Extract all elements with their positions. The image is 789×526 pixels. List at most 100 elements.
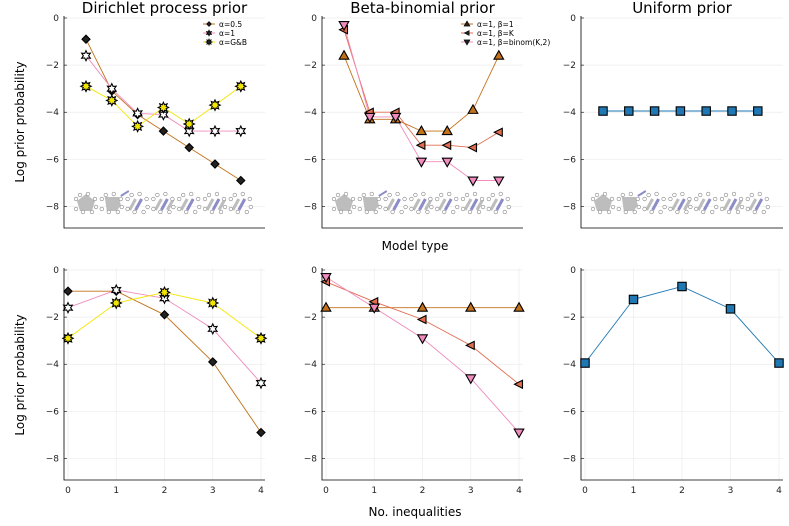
- pictogram-node: [701, 209, 706, 215]
- data-point: [465, 340, 475, 351]
- pictogram-node: [145, 204, 150, 210]
- pictogram-edge: [179, 198, 189, 211]
- y-tick-label: −2: [563, 313, 576, 323]
- pictogram-node: [184, 209, 189, 215]
- pictogram-node: [661, 196, 666, 202]
- data-point: [441, 140, 452, 151]
- data-point: [61, 331, 75, 345]
- model-type-pictogram: [151, 191, 176, 215]
- pictogram-node: [636, 204, 641, 210]
- figure-y-label-top: Log prior probability: [13, 61, 27, 182]
- pictogram-edge: [469, 198, 479, 211]
- x-tick-label: 2: [420, 486, 426, 496]
- y-tick-label: −8: [563, 202, 577, 212]
- pictogram-edge: [489, 198, 499, 211]
- pictogram-node: [479, 196, 485, 202]
- pictogram-node: [738, 196, 744, 202]
- pictogram-node: [506, 204, 511, 210]
- y-tick-label: −6: [46, 155, 60, 165]
- data-point: [416, 314, 427, 325]
- pictogram-node: [351, 204, 357, 210]
- pictogram-node: [383, 196, 388, 202]
- data-point: [649, 106, 660, 116]
- pictogram-node: [232, 192, 237, 198]
- pictogram-node: [247, 196, 252, 202]
- model-type-pictogram: [460, 191, 486, 215]
- data-point: [338, 21, 350, 32]
- pictogram-node: [620, 192, 625, 198]
- pictogram-edge: [645, 198, 654, 211]
- x-tick-label: 4: [258, 486, 264, 496]
- y-tick-label: −8: [304, 454, 318, 464]
- y-tick-label: −6: [304, 407, 318, 417]
- pictogram-node: [460, 206, 466, 212]
- chart-title: Dirichlet process prior: [82, 0, 248, 17]
- data-point: [415, 124, 428, 136]
- pictogram-node: [402, 196, 407, 202]
- legend-label: α=1, β=binom(K,2): [477, 38, 550, 47]
- model-type-pictogram: [668, 191, 693, 215]
- pictogram-node: [719, 196, 725, 202]
- data-point: [110, 283, 122, 297]
- data-point: [364, 112, 376, 124]
- pictogram-node: [163, 191, 168, 197]
- pictogram-edge: [722, 198, 732, 211]
- pictogram-node: [77, 192, 83, 198]
- x-tick-label: 0: [65, 486, 71, 496]
- axis-frame: [321, 268, 523, 481]
- pictogram-node: [654, 191, 659, 197]
- y-tick-label: −8: [46, 202, 60, 212]
- pictogram-shape: [77, 194, 95, 211]
- figure-y-label-bottom: Log prior probability: [13, 314, 27, 435]
- legend-marker: [205, 29, 213, 37]
- pictogram-node: [248, 204, 253, 210]
- axis-frame: [321, 16, 523, 229]
- pictogram-node: [89, 209, 95, 215]
- y-tick-label: −4: [304, 360, 318, 370]
- pictogram-node: [590, 196, 596, 202]
- bottom-x-axis-label: No. inequalities: [369, 505, 462, 519]
- pictogram-node: [125, 206, 130, 212]
- pictogram-node: [435, 206, 440, 212]
- pictogram-edge: [378, 190, 388, 197]
- panel-u-ineq: 0 −2 −4 −6 −8 0 1 2 3 4: [563, 266, 784, 496]
- data-point: [441, 124, 453, 136]
- data-point: [182, 117, 196, 131]
- pictogram-edge: [728, 198, 738, 211]
- pictogram-node: [221, 196, 227, 202]
- data-point: [727, 106, 737, 116]
- pictogram-node: [455, 204, 460, 210]
- pictogram-edge: [495, 198, 505, 211]
- pictogram-node: [167, 209, 172, 215]
- pictogram-node: [594, 192, 600, 198]
- data-point: [254, 331, 268, 345]
- data-point: [62, 301, 74, 314]
- pictogram-node: [425, 209, 430, 215]
- model-type-pictogram: [486, 191, 511, 215]
- panel-dp-ineq: 0 −2 −4 −6 −8 0 1 2 3 4: [46, 266, 268, 496]
- pictogram-node: [222, 204, 228, 210]
- y-tick-label: 0: [311, 14, 317, 24]
- chart-title: Beta-binomial prior: [350, 0, 495, 17]
- pictogram-node: [486, 196, 491, 202]
- data-point: [774, 358, 784, 368]
- pictogram-node: [688, 204, 693, 210]
- data-point: [677, 281, 687, 292]
- pictogram-node: [92, 196, 98, 202]
- data-point: [467, 176, 479, 187]
- data-point: [208, 98, 222, 112]
- y-tick-label: −4: [563, 360, 577, 370]
- pictogram-node: [498, 191, 503, 197]
- y-tick-label: −4: [46, 108, 60, 118]
- pictogram-node: [745, 206, 750, 212]
- model-type-pictogram: [435, 191, 460, 215]
- pictogram-edge: [677, 198, 686, 211]
- data-point: [207, 357, 218, 367]
- pictogram-edge: [443, 198, 453, 211]
- legend-label: α=0.5: [219, 20, 242, 29]
- pictogram-node: [505, 196, 510, 202]
- data-point: [209, 124, 221, 138]
- data-point: [156, 101, 170, 114]
- panel-bb-ineq: 0 −2 −4 −6 −8 0 1 2 3 4: [304, 266, 525, 496]
